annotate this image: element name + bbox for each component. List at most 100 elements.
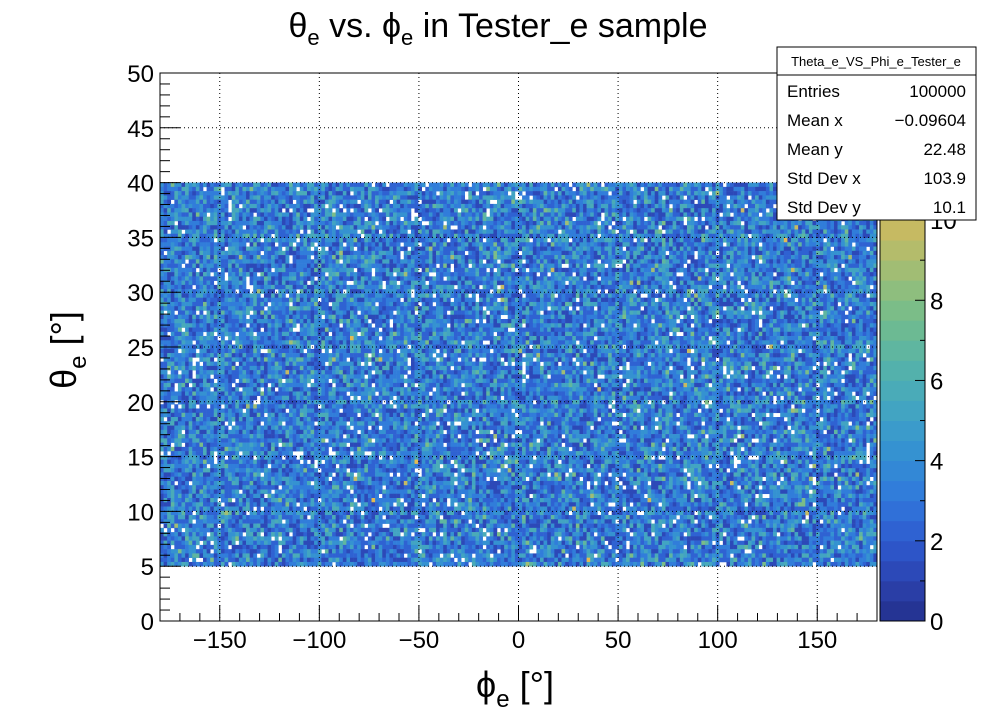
- heatmap-cell: [626, 267, 630, 273]
- heatmap-cell: [790, 246, 795, 252]
- heatmap-cell: [303, 186, 308, 192]
- heatmap-cell: [360, 238, 365, 243]
- heatmap-cell: [403, 199, 408, 205]
- heatmap-cell: [722, 225, 727, 230]
- heatmap-cell: [289, 284, 293, 290]
- heatmap-cell: [242, 263, 247, 269]
- heatmap-cell: [848, 233, 853, 239]
- heatmap-cell: [604, 242, 609, 247]
- heatmap-cell: [468, 212, 473, 217]
- heatmap-cell: [332, 293, 336, 298]
- heatmap-cell: [314, 267, 319, 273]
- heatmap-cell: [324, 186, 329, 192]
- heatmap-cell: [418, 186, 422, 192]
- heatmap-cell: [733, 186, 738, 192]
- heatmap-cell: [547, 280, 552, 286]
- heatmap-cell: [636, 238, 641, 243]
- heatmap-cell: [418, 293, 422, 298]
- heatmap-cell: [170, 284, 175, 290]
- heatmap-cell: [163, 289, 168, 294]
- heatmap-cell: [600, 199, 605, 205]
- heatmap-cell: [407, 195, 412, 200]
- heatmap-cell: [557, 259, 562, 264]
- heatmap-cell: [446, 242, 451, 247]
- heatmap-cell: [665, 199, 670, 205]
- heatmap-cell: [489, 191, 494, 196]
- heatmap-cell: [418, 250, 422, 256]
- heatmap-cell: [228, 272, 232, 277]
- heatmap-cell: [285, 199, 290, 205]
- heatmap-cell: [654, 216, 659, 222]
- heatmap-cell: [274, 220, 279, 226]
- heatmap-cell: [830, 238, 835, 243]
- heatmap-cell: [292, 225, 297, 230]
- heatmap-cell: [393, 203, 397, 209]
- heatmap-cell: [518, 267, 523, 273]
- heatmap-cell: [726, 212, 731, 217]
- heatmap-cell: [586, 216, 591, 222]
- heatmap-cell: [504, 284, 509, 290]
- heatmap-cell: [486, 263, 491, 269]
- heatmap-cell: [393, 238, 397, 243]
- heatmap-cell: [830, 233, 835, 239]
- heatmap-cell: [235, 284, 240, 290]
- heatmap-cell: [783, 267, 788, 273]
- heatmap-cell: [554, 246, 559, 252]
- heatmap-cell: [256, 195, 261, 200]
- heatmap-cell: [622, 208, 627, 213]
- heatmap-cell: [744, 255, 749, 260]
- heatmap-cell: [203, 272, 207, 277]
- heatmap-cell: [393, 263, 397, 269]
- heatmap-cell: [188, 246, 193, 252]
- heatmap-cell: [773, 182, 777, 188]
- heatmap-cell: [500, 191, 505, 196]
- heatmap-cell: [263, 208, 268, 213]
- heatmap-cell: [733, 272, 738, 277]
- heatmap-cell: [525, 203, 530, 209]
- heatmap-cell: [776, 250, 781, 256]
- heatmap-cell: [547, 182, 552, 188]
- heatmap-cell: [640, 267, 645, 273]
- heatmap-cell: [697, 284, 702, 290]
- heatmap-cell: [665, 242, 670, 247]
- heatmap-cell: [357, 293, 362, 298]
- heatmap-cell: [210, 225, 215, 230]
- heatmap-cell: [360, 195, 365, 200]
- heatmap-cell: [697, 238, 702, 243]
- heatmap-cell: [299, 272, 304, 277]
- heatmap-cell: [869, 263, 874, 269]
- heatmap-cell: [654, 191, 659, 196]
- heatmap-cell: [514, 208, 519, 213]
- heatmap-cell: [611, 246, 616, 252]
- heatmap-cell: [633, 225, 638, 230]
- heatmap-cell: [357, 220, 362, 226]
- heatmap-cell: [658, 233, 663, 239]
- heatmap-cell: [353, 233, 358, 239]
- heatmap-cell: [195, 216, 200, 222]
- heatmap-cell: [396, 225, 401, 230]
- heatmap-cell: [235, 255, 240, 260]
- heatmap-cell: [206, 280, 211, 286]
- heatmap-cell: [471, 191, 476, 196]
- heatmap-cell: [253, 220, 258, 226]
- heatmap-cell: [443, 229, 448, 235]
- heatmap-cell: [389, 284, 394, 290]
- heatmap-cell: [414, 272, 419, 277]
- heatmap-cell: [636, 289, 641, 294]
- heatmap-cell: [296, 225, 301, 230]
- heatmap-cell: [443, 233, 448, 239]
- heatmap-cell: [522, 229, 526, 235]
- heatmap-cell: [364, 220, 369, 226]
- heatmap-cell: [532, 259, 537, 264]
- heatmap-cell: [565, 182, 569, 188]
- heatmap-cell: [375, 229, 379, 235]
- heatmap-cell: [489, 267, 494, 273]
- heatmap-cell: [762, 267, 767, 273]
- heatmap-cell: [687, 272, 691, 277]
- heatmap-cell: [626, 229, 630, 235]
- heatmap-cell: [281, 225, 286, 230]
- heatmap-cell: [636, 203, 641, 209]
- heatmap-cell: [511, 191, 516, 196]
- heatmap-cell: [393, 246, 397, 252]
- heatmap-cell: [177, 182, 182, 188]
